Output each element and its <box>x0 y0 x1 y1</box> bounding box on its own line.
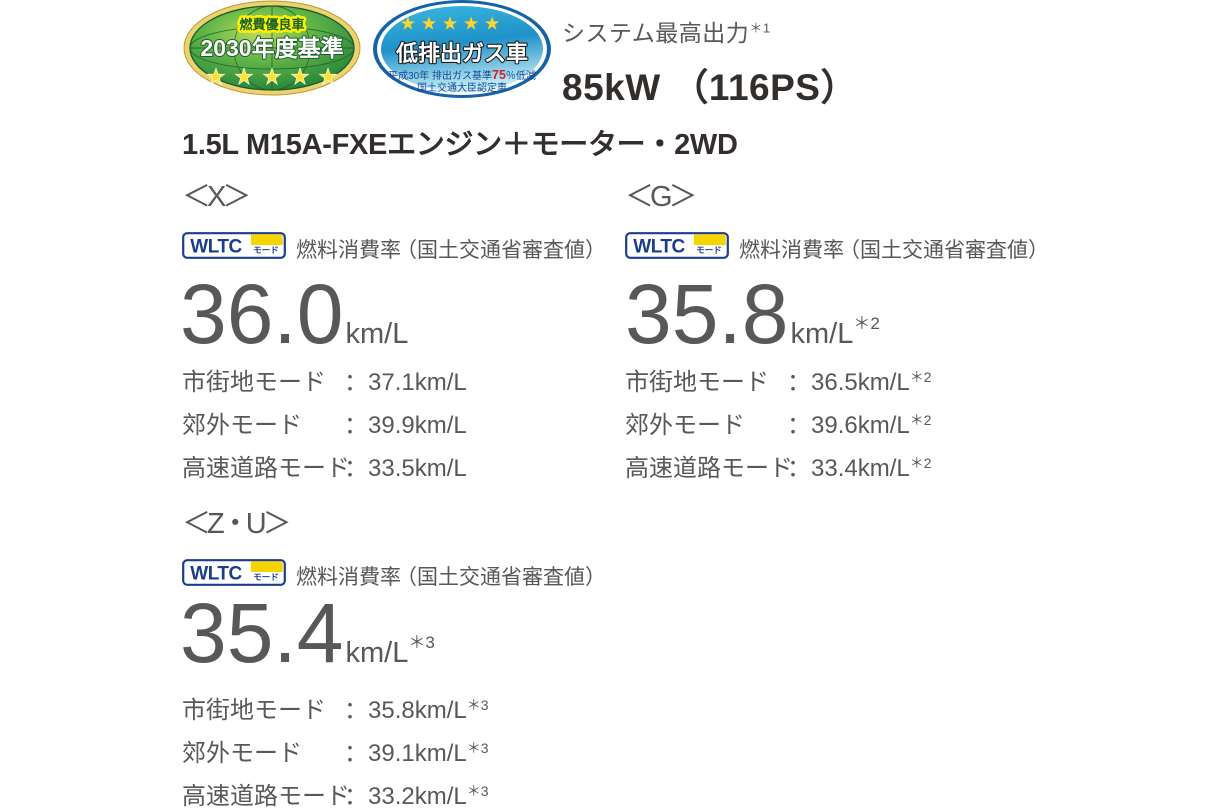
svg-text:燃費優良車: 燃費優良車 <box>239 17 304 32</box>
svg-text:国土交通大臣認定車: 国土交通大臣認定車 <box>417 81 507 94</box>
svg-text:WLTC: WLTC <box>190 564 242 585</box>
svg-text:WLTC: WLTC <box>190 237 242 258</box>
svg-text:WLTC: WLTC <box>633 237 685 258</box>
svg-text:モード: モード <box>696 245 722 255</box>
svg-text:2030年度基準: 2030年度基準 <box>200 35 343 61</box>
svg-text:低排出ガス車: 低排出ガス車 <box>395 41 528 66</box>
svg-text:モード: モード <box>253 245 279 255</box>
svg-text:平成30年 排出ガス基準75％低減: 平成30年 排出ガス基準75％低減 <box>388 68 536 82</box>
svg-text:モード: モード <box>253 572 279 582</box>
